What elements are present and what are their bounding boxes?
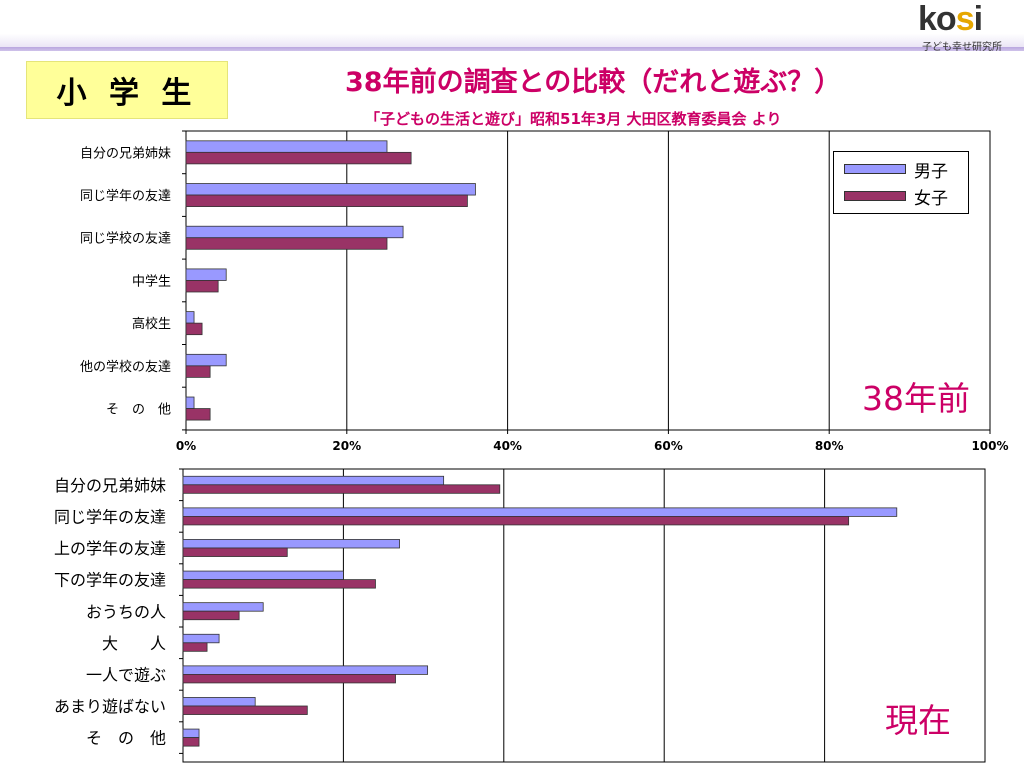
bar-girls bbox=[185, 280, 219, 293]
logo-subtitle: 子ども幸せ研究所 bbox=[922, 42, 1002, 53]
bar-boys bbox=[182, 728, 200, 738]
chart-legend: 男子 女子 bbox=[833, 151, 969, 214]
x-tick-label: 0% bbox=[176, 439, 196, 453]
x-tick-label: 60% bbox=[654, 439, 683, 453]
category-label: そ の 他 bbox=[86, 729, 166, 748]
bar-girls bbox=[185, 237, 388, 250]
bar-girls bbox=[185, 408, 211, 421]
bar-girls bbox=[182, 579, 376, 589]
bar-girls bbox=[182, 516, 850, 526]
legend-item-girls: 女子 bbox=[844, 185, 948, 209]
kosi-logo: kosi 子ども幸せ研究所 bbox=[918, 0, 1022, 53]
legend-swatch-boys bbox=[844, 164, 906, 174]
bar-girls bbox=[182, 674, 396, 684]
category-label: あまり遊ばない bbox=[54, 697, 166, 716]
bar-girls bbox=[185, 322, 203, 336]
category-label: 自分の兄弟姉妹 bbox=[54, 476, 166, 495]
category-label: 中学生 bbox=[132, 273, 171, 289]
bar-boys bbox=[182, 507, 898, 517]
x-tick-label: 100% bbox=[971, 439, 1008, 453]
era-label-present: 現在 bbox=[885, 701, 951, 740]
category-label: 自分の兄弟姉妹 bbox=[80, 146, 171, 161]
bar-boys bbox=[182, 570, 344, 580]
legend-label-girls: 女子 bbox=[914, 188, 948, 209]
logo-text: kosi bbox=[918, 0, 983, 38]
grade-label: 小 学 生 bbox=[26, 61, 228, 119]
bar-girls bbox=[182, 737, 200, 747]
legend-swatch-girls bbox=[844, 191, 906, 201]
bar-boys bbox=[185, 353, 227, 367]
legend-label-boys: 男子 bbox=[914, 161, 948, 182]
category-label: おうちの人 bbox=[86, 602, 166, 621]
category-label: 高校生 bbox=[132, 316, 171, 332]
bar-girls bbox=[185, 365, 211, 378]
bar-girls bbox=[182, 642, 208, 652]
bar-girls bbox=[182, 705, 308, 715]
bar-boys bbox=[182, 665, 429, 675]
x-tick-label: 80% bbox=[815, 439, 844, 453]
bar-boys bbox=[182, 602, 264, 612]
bar-boys bbox=[182, 539, 400, 549]
page-title: 38年前の調査との比較（だれと遊ぶ？） bbox=[345, 67, 842, 98]
bar-girls bbox=[182, 484, 501, 494]
bar-boys bbox=[185, 140, 388, 153]
bar-boys bbox=[182, 633, 220, 644]
x-tick-label: 40% bbox=[493, 439, 522, 453]
x-tick-label: 20% bbox=[332, 439, 361, 453]
bar-boys bbox=[185, 311, 195, 324]
category-label: 一人で遊ぶ bbox=[86, 665, 166, 684]
bar-girls bbox=[185, 151, 412, 165]
bar-boys bbox=[185, 183, 476, 196]
header-bar bbox=[0, 0, 1024, 48]
header-divider bbox=[0, 47, 1024, 51]
category-label: 同じ学年の友達 bbox=[54, 507, 166, 526]
bar-boys bbox=[185, 396, 195, 409]
era-label-past: 38年前 bbox=[862, 379, 970, 418]
category-label: 下の学年の友達 bbox=[54, 571, 166, 590]
bar-boys bbox=[185, 268, 227, 281]
category-label: 他の学校の友達 bbox=[80, 359, 171, 375]
page-subtitle: 「子どもの生活と遊び」昭和51年3月 大田区教育委員会 より bbox=[365, 110, 782, 128]
bar-girls bbox=[185, 194, 468, 207]
bar-boys bbox=[185, 225, 404, 239]
bar-boys bbox=[182, 475, 445, 486]
legend-item-boys: 男子 bbox=[844, 158, 948, 182]
category-label: 同じ学校の友達 bbox=[80, 231, 171, 247]
category-label: そ の 他 bbox=[106, 402, 171, 417]
category-label: 大 人 bbox=[102, 634, 166, 653]
category-label: 同じ学年の友達 bbox=[80, 188, 171, 204]
bar-girls bbox=[182, 547, 288, 557]
category-label: 上の学年の友達 bbox=[54, 539, 166, 558]
bar-boys bbox=[182, 697, 256, 707]
bar-girls bbox=[182, 610, 240, 621]
